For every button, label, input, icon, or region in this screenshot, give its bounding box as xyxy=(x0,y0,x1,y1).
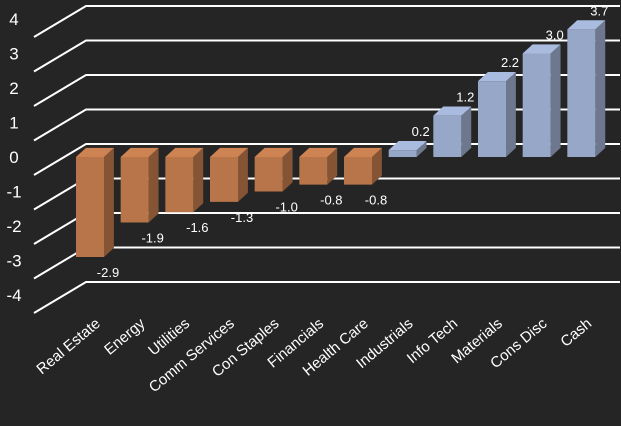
bar-side xyxy=(327,147,338,185)
y-tick-label: -4 xyxy=(6,286,21,305)
data-label: -2.9 xyxy=(97,265,119,280)
data-label: 0.2 xyxy=(412,124,430,139)
bar-top xyxy=(433,106,472,116)
bar xyxy=(567,20,606,158)
bar-top xyxy=(388,141,427,151)
bar-top xyxy=(165,147,204,157)
gridline xyxy=(33,246,620,280)
bar-front xyxy=(388,150,417,157)
data-label: -1.9 xyxy=(141,231,163,246)
data-label: 3.7 xyxy=(590,3,608,18)
bar-front xyxy=(522,53,551,157)
data-label: -1.6 xyxy=(186,220,208,235)
bar-front xyxy=(165,157,194,213)
category-label: Cash xyxy=(557,315,595,351)
bar-front xyxy=(76,157,104,258)
bar-front xyxy=(344,157,372,185)
bar-top xyxy=(344,147,382,157)
bar-front xyxy=(433,115,462,157)
bar-front xyxy=(120,157,149,223)
category-label: Energy xyxy=(101,315,149,359)
y-tick-label: -2 xyxy=(6,217,21,236)
bar-side xyxy=(550,44,561,157)
bar-side xyxy=(416,141,427,157)
bar-top xyxy=(76,147,114,157)
bar-front xyxy=(210,157,238,202)
bar-top xyxy=(210,147,248,157)
data-label: -0.8 xyxy=(365,193,387,208)
bar xyxy=(76,147,114,258)
bar xyxy=(254,147,293,192)
y-tick-label: 4 xyxy=(9,10,18,29)
bar-front xyxy=(567,29,596,158)
bar-side xyxy=(238,147,248,202)
bar-side xyxy=(372,147,382,185)
bar-front xyxy=(254,157,283,192)
y-tick-label: 2 xyxy=(9,79,18,98)
bar-top xyxy=(299,147,338,157)
gridline xyxy=(33,39,620,73)
bar xyxy=(522,44,561,157)
data-label: -0.8 xyxy=(320,193,342,208)
bar xyxy=(478,72,516,157)
bar-top xyxy=(567,20,606,30)
data-label: -1.0 xyxy=(275,200,297,215)
bar xyxy=(165,147,204,213)
data-label: -1.3 xyxy=(231,210,253,225)
bar xyxy=(433,106,472,157)
y-tick-label: 0 xyxy=(9,148,18,167)
bar-top xyxy=(254,147,293,157)
bar-top xyxy=(478,72,516,82)
gridline xyxy=(33,281,620,314)
bar-side xyxy=(104,147,114,258)
gridline xyxy=(33,74,620,107)
bar-top xyxy=(120,147,159,157)
bar-front xyxy=(299,157,328,185)
bar xyxy=(344,147,382,185)
bar xyxy=(120,147,159,223)
gridline xyxy=(33,5,620,38)
bar-side xyxy=(148,147,159,223)
y-tick-label: -3 xyxy=(6,252,21,271)
bar xyxy=(210,147,248,202)
bar-side xyxy=(193,147,204,213)
bar-top xyxy=(522,44,561,54)
bar-front xyxy=(478,81,506,157)
bar-side xyxy=(282,147,293,192)
y-tick-label: 3 xyxy=(9,45,18,64)
bar-side xyxy=(461,106,472,157)
bar-side xyxy=(506,72,516,157)
bar-side xyxy=(595,20,606,157)
bar xyxy=(388,141,427,157)
data-label: 3.0 xyxy=(546,28,564,43)
data-label: 1.2 xyxy=(456,90,474,105)
bar xyxy=(299,147,338,185)
y-tick-label: 1 xyxy=(9,114,18,133)
y-tick-label: -1 xyxy=(6,183,21,202)
data-label: 2.2 xyxy=(501,55,519,70)
category-label: Real Estate xyxy=(33,315,103,378)
